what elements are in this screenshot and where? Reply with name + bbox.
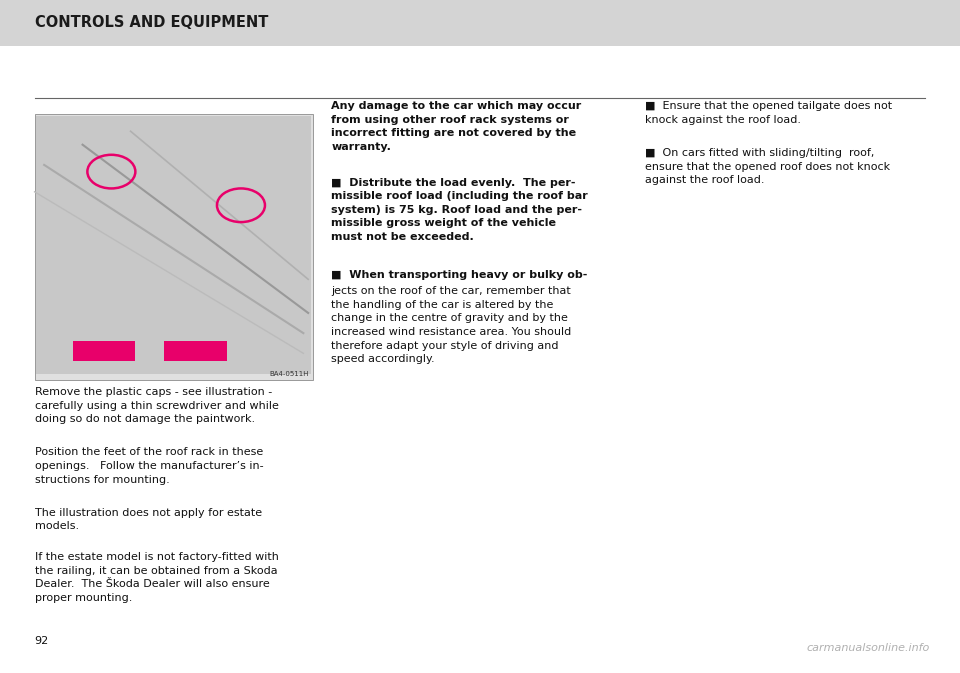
Text: Any damage to the car which may occur
from using other roof rack systems or
inco: Any damage to the car which may occur fr…: [331, 101, 582, 151]
Text: If the estate model is not factory-fitted with
the railing, it can be obtained f: If the estate model is not factory-fitte…: [35, 553, 278, 603]
FancyBboxPatch shape: [73, 341, 135, 361]
FancyBboxPatch shape: [164, 341, 227, 361]
Text: The illustration does not apply for estate
models.: The illustration does not apply for esta…: [35, 508, 262, 532]
Text: ■  Ensure that the opened tailgate does not
knock against the roof load.: ■ Ensure that the opened tailgate does n…: [645, 101, 892, 125]
FancyBboxPatch shape: [35, 114, 313, 380]
Text: CONTROLS AND EQUIPMENT: CONTROLS AND EQUIPMENT: [35, 15, 268, 30]
Text: Remove the plastic caps - see illustration -
carefully using a thin screwdriver : Remove the plastic caps - see illustrati…: [35, 387, 278, 424]
Text: ■  When transporting heavy or bulky ob-: ■ When transporting heavy or bulky ob-: [331, 270, 588, 280]
FancyBboxPatch shape: [36, 116, 311, 374]
Text: carmanualsonline.info: carmanualsonline.info: [806, 643, 929, 653]
Text: Position the feet of the roof rack in these
openings.   Follow the manufacturer’: Position the feet of the roof rack in th…: [35, 448, 263, 485]
Text: ■  On cars fitted with sliding/tilting  roof,
ensure that the opened roof does n: ■ On cars fitted with sliding/tilting ro…: [645, 148, 890, 185]
FancyBboxPatch shape: [0, 0, 960, 46]
Text: 92: 92: [35, 636, 49, 646]
Text: BA4-0511H: BA4-0511H: [270, 371, 309, 377]
Text: ■  Distribute the load evenly.  The per-
missible roof load (including the roof : ■ Distribute the load evenly. The per- m…: [331, 178, 588, 242]
Text: jects on the roof of the car, remember that
the handling of the car is altered b: jects on the roof of the car, remember t…: [331, 286, 571, 364]
